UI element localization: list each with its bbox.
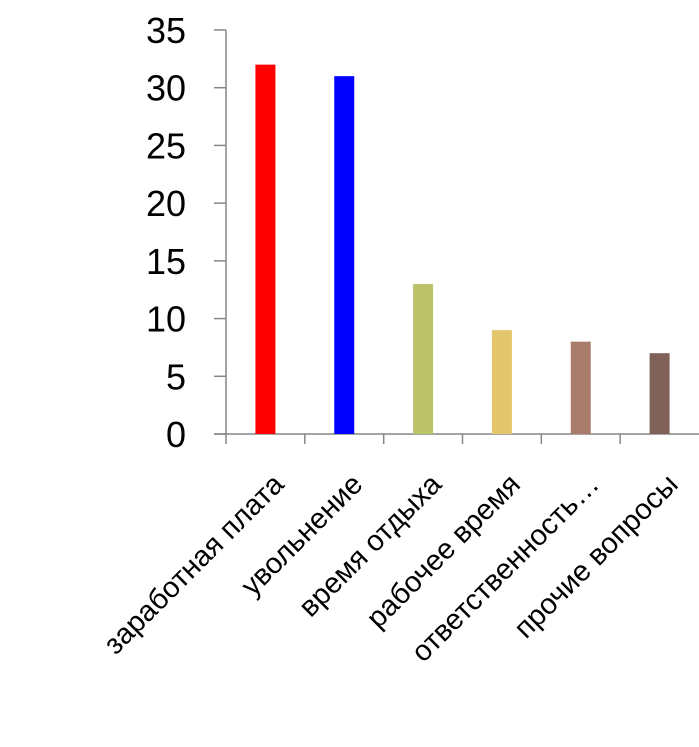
y-tick-label: 25: [146, 125, 186, 166]
bar: [649, 353, 670, 434]
x-axis: [214, 433, 699, 444]
y-tick-label: 5: [166, 356, 186, 397]
y-tick-label: 10: [146, 299, 186, 340]
bar: [413, 283, 434, 434]
bar: [570, 341, 591, 434]
bars: [255, 64, 670, 435]
y-axis: 0 5 10 15 20 25 30 35: [146, 10, 227, 455]
y-tick-label: 15: [146, 241, 186, 282]
y-tick-label: 20: [146, 183, 186, 224]
y-tick-label: 0: [166, 414, 186, 455]
category-label: время отдыха: [293, 468, 449, 624]
bar: [255, 64, 276, 434]
y-tick-label: 35: [146, 10, 186, 51]
bar: [334, 76, 355, 435]
y-tick-label: 30: [146, 68, 186, 109]
bar: [491, 330, 512, 434]
